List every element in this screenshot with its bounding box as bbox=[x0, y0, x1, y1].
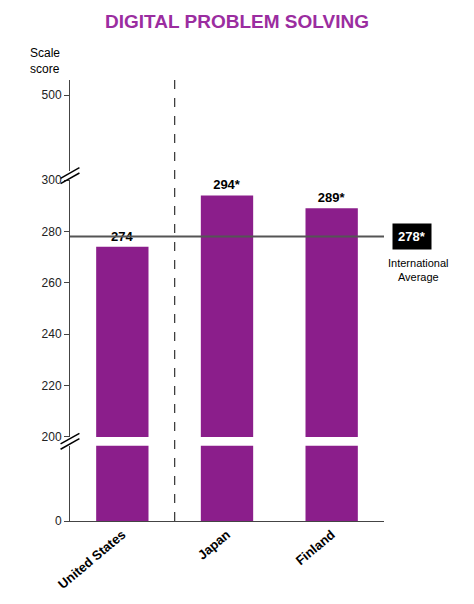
svg-text:Scalescore: Scalescore bbox=[30, 46, 60, 76]
svg-text:500: 500 bbox=[42, 88, 62, 102]
svg-text:289*: 289* bbox=[318, 190, 346, 205]
svg-text:0: 0 bbox=[55, 514, 62, 528]
svg-text:278*: 278* bbox=[398, 229, 426, 244]
svg-text:260: 260 bbox=[42, 276, 62, 290]
svg-text:280: 280 bbox=[42, 225, 62, 239]
svg-text:DIGITAL PROBLEM SOLVING: DIGITAL PROBLEM SOLVING bbox=[105, 11, 369, 32]
svg-text:220: 220 bbox=[42, 379, 62, 393]
svg-text:United States: United States bbox=[55, 527, 128, 592]
svg-text:Japan: Japan bbox=[195, 527, 233, 563]
svg-text:240: 240 bbox=[42, 327, 62, 341]
svg-text:Finland: Finland bbox=[293, 527, 338, 568]
svg-text:274: 274 bbox=[111, 229, 133, 244]
svg-text:InternationalAverage: InternationalAverage bbox=[388, 257, 449, 283]
svg-text:294*: 294* bbox=[213, 177, 241, 192]
svg-text:200: 200 bbox=[42, 430, 62, 444]
svg-text:300: 300 bbox=[42, 173, 62, 187]
